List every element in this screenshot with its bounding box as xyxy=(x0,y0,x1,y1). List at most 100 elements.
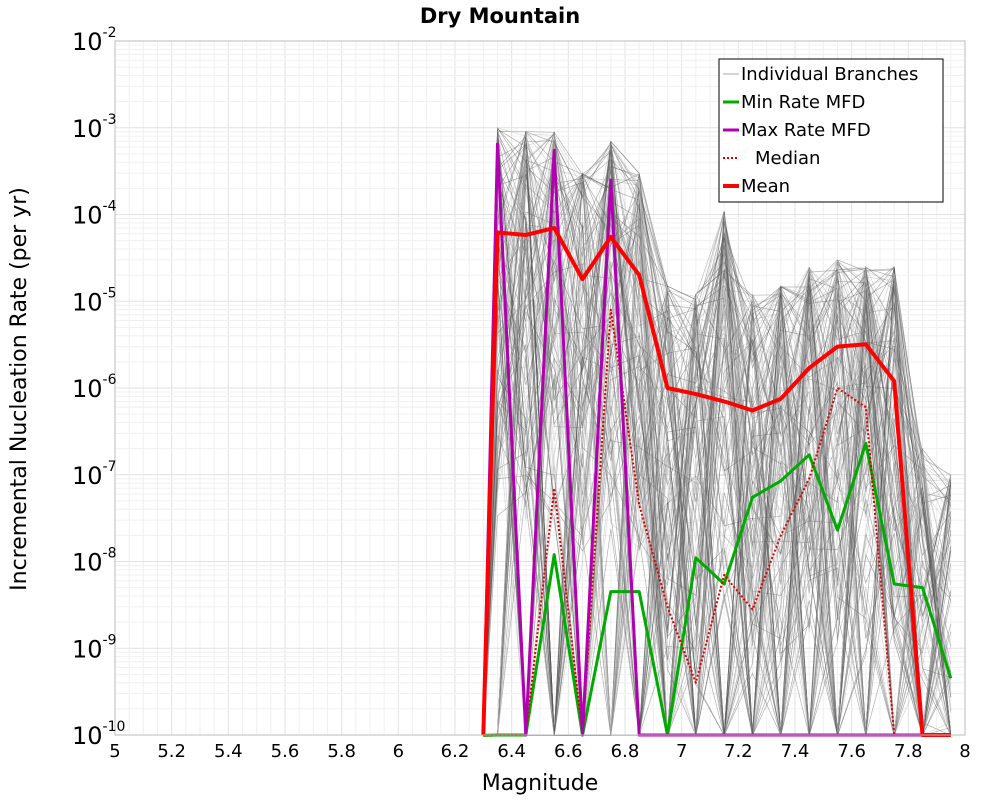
series-median xyxy=(483,308,951,737)
x-tick-label: 6.4 xyxy=(497,741,526,762)
branch-line xyxy=(482,160,952,736)
branch-line xyxy=(482,130,951,736)
legend-label: Individual Branches xyxy=(741,64,918,85)
branch-line xyxy=(482,135,952,736)
branch-line xyxy=(482,280,952,736)
y-tick-label: 10-3 xyxy=(72,112,117,143)
y-tick-label: 10-5 xyxy=(72,285,117,316)
branch-line xyxy=(482,164,952,736)
branch-line xyxy=(482,290,952,736)
branch-line xyxy=(482,160,952,737)
branch-line xyxy=(482,184,952,736)
x-tick-label: 5.8 xyxy=(327,741,356,762)
branch-line xyxy=(482,145,952,736)
branch-line xyxy=(483,140,952,736)
x-tick-label: 6.2 xyxy=(441,741,470,762)
branch-line xyxy=(482,129,951,736)
x-tick-label: 8 xyxy=(959,741,970,762)
branch-line xyxy=(482,147,952,736)
x-axis-label: Magnitude xyxy=(482,771,599,796)
y-tick-label: 10-10 xyxy=(72,719,125,750)
x-tick-label: 5.6 xyxy=(271,741,300,762)
x-tick-label: 5.2 xyxy=(157,741,186,762)
branch-line xyxy=(482,173,952,736)
x-tick-label: 5.4 xyxy=(214,741,243,762)
branch-line xyxy=(482,217,952,736)
y-tick-label: 10-4 xyxy=(72,199,117,230)
x-tick-label: 5 xyxy=(109,741,120,762)
branch-line xyxy=(482,233,952,736)
branch-line xyxy=(482,145,952,737)
branch-line xyxy=(482,143,952,736)
branch-line xyxy=(482,189,952,736)
y-tick-label: 10-7 xyxy=(72,459,117,490)
branch-line xyxy=(482,164,951,736)
legend: Individual Branches Min Rate MFD Max Rate … xyxy=(718,58,944,203)
branch-line xyxy=(483,145,952,736)
x-tick-label: 6.8 xyxy=(611,741,640,762)
legend-label: Mean xyxy=(741,176,790,197)
x-tick-label: 7.8 xyxy=(894,741,923,762)
branch-line xyxy=(483,205,952,736)
branch-line xyxy=(482,134,952,736)
branch-line xyxy=(482,132,952,736)
branch-line xyxy=(482,135,952,736)
x-tick-label: 7.2 xyxy=(724,741,753,762)
branch-line xyxy=(482,144,952,736)
branch-line xyxy=(482,131,951,736)
y-tick-label: 10-2 xyxy=(72,25,117,56)
branch-line xyxy=(483,158,952,736)
branch-line xyxy=(482,127,952,736)
branch-line xyxy=(482,208,952,736)
y-tick-label: 10-9 xyxy=(72,632,117,663)
branch-line xyxy=(482,143,952,736)
branch-line xyxy=(483,166,951,736)
x-tick-label: 7.6 xyxy=(837,741,866,762)
branch-line xyxy=(483,142,952,736)
y-axis-label: Incremental Nucleation Rate (per yr) xyxy=(7,187,32,591)
branch-line xyxy=(483,219,952,736)
legend-label: Max Rate MFD xyxy=(741,120,871,141)
branch-line xyxy=(482,128,952,736)
y-tick-label: 10-8 xyxy=(72,546,117,577)
x-tick-label: 6.6 xyxy=(554,741,583,762)
branch-line xyxy=(483,176,952,736)
plot-frame xyxy=(114,40,966,736)
branch-line xyxy=(482,127,952,736)
branch-line xyxy=(483,154,952,736)
x-tick-label: 6 xyxy=(393,741,404,762)
branch-line xyxy=(482,130,952,736)
y-tick-label: 10-6 xyxy=(72,372,117,403)
branch-line xyxy=(482,141,952,736)
branch-line xyxy=(482,148,952,736)
chart-title: Dry Mountain xyxy=(420,4,580,28)
x-tick-label: 7 xyxy=(676,741,687,762)
branch-line xyxy=(482,305,952,736)
branch-line xyxy=(483,174,951,736)
x-tick-label: 7.4 xyxy=(781,741,810,762)
branch-line xyxy=(482,132,952,736)
series-mean xyxy=(481,225,951,737)
branch-line xyxy=(482,137,952,736)
branch-line xyxy=(482,135,951,736)
branch-line xyxy=(483,137,952,736)
branch-line xyxy=(483,272,952,736)
y-tick-labels: 10-2 10-3 10-4 10-5 10-6 10-7 10-8 10-9 10-10 xyxy=(72,25,125,750)
legend-box xyxy=(718,58,944,203)
branch-line xyxy=(482,131,952,736)
branch-line xyxy=(482,211,952,736)
branch-line xyxy=(482,243,951,736)
branch-line xyxy=(483,159,952,736)
branch-line xyxy=(482,137,951,736)
branch-line xyxy=(482,141,951,736)
branch-line xyxy=(483,174,951,736)
legend-label: Median xyxy=(755,148,820,169)
branch-line xyxy=(483,131,952,737)
branch-line xyxy=(482,137,951,736)
branch-line xyxy=(482,173,952,736)
x-tick-labels: 5 5.2 5.4 5.6 5.8 6 6.2 6.4 6.6 6.8 7 7.2 7.4 7.6 7.8 8 xyxy=(109,741,970,762)
legend-label: Min Rate MFD xyxy=(741,92,865,113)
branch-line xyxy=(482,165,951,736)
branch-line xyxy=(482,140,952,736)
